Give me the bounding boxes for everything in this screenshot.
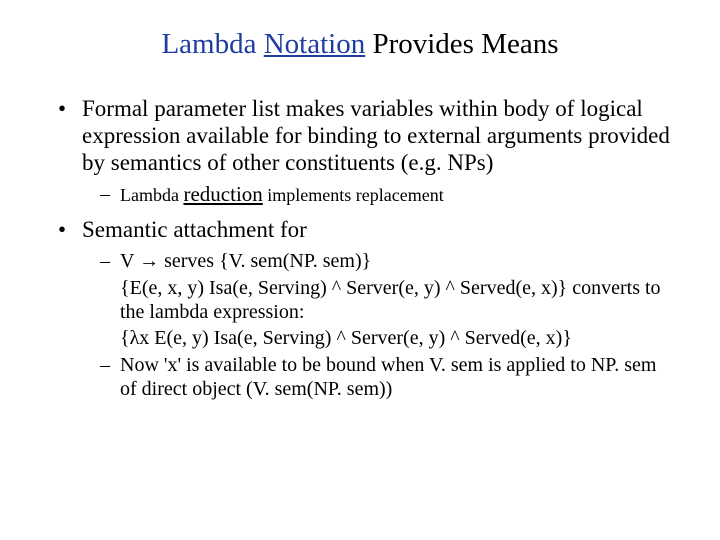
title-part1: Lambda xyxy=(161,28,263,60)
slide-title: Lambda Notation Provides Means xyxy=(40,28,680,61)
title-part3: Provides Means xyxy=(365,28,558,60)
title-part2: Notation xyxy=(264,28,366,60)
bullet-1-text: Formal parameter list makes variables wi… xyxy=(82,96,670,175)
bullet-1-sub-1: Lambda reduction implements replacement xyxy=(100,182,670,208)
bullet-2: Semantic attachment for V → serves {V. s… xyxy=(58,216,670,401)
b1s-post: implements replacement xyxy=(263,185,444,205)
bullet-list: Formal parameter list makes variables wi… xyxy=(40,95,680,401)
bullet-2-sub-4: Now 'x' is available to be bound when V.… xyxy=(100,353,670,402)
b1s-pre: Lambda xyxy=(120,185,183,205)
b1s-mid: reduction xyxy=(183,182,262,206)
bullet-2-text: Semantic attachment for xyxy=(82,217,307,242)
bullet-2-sub-2: {E(e, x, y) Isa(e, Serving) ^ Server(e, … xyxy=(100,276,670,325)
slide: Lambda Notation Provides Means Formal pa… xyxy=(0,0,720,540)
bullet-2-sub-3: {λx E(e, y) Isa(e, Serving) ^ Server(e, … xyxy=(100,326,670,350)
bullet-2-sub-1: V → serves {V. sem(NP. sem)} xyxy=(100,249,670,273)
bullet-1-sublist: Lambda reduction implements replacement xyxy=(82,182,670,208)
bullet-2-sublist: V → serves {V. sem(NP. sem)} {E(e, x, y)… xyxy=(82,249,670,401)
bullet-1: Formal parameter list makes variables wi… xyxy=(58,95,670,208)
